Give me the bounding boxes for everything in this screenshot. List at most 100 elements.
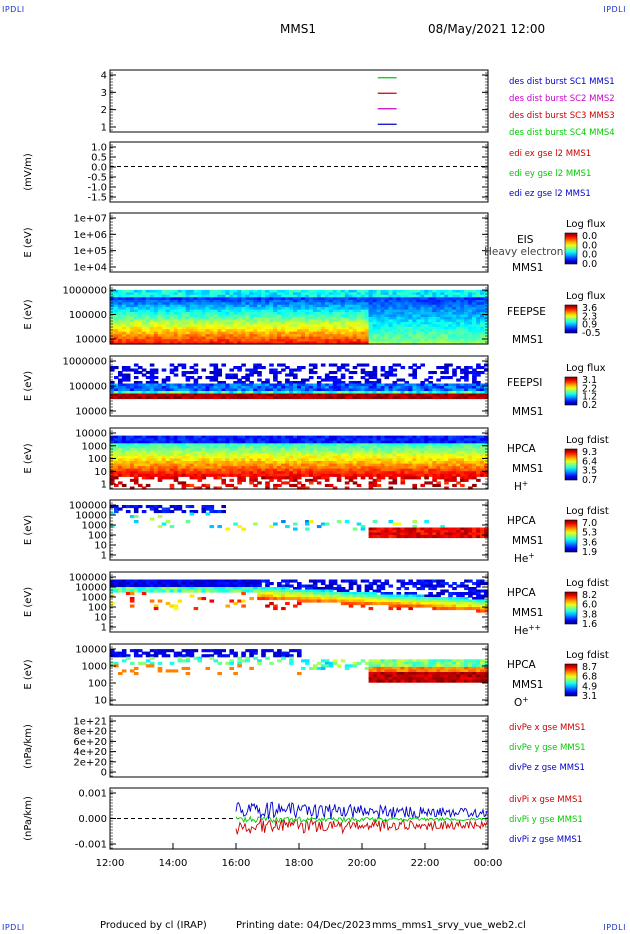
edi-e-ytick-label: -1.0 bbox=[87, 183, 107, 194]
des-dist-frame bbox=[109, 69, 489, 133]
hpca-he-ylabel: E (eV) bbox=[23, 515, 34, 545]
hpca-he-spectrum bbox=[110, 505, 489, 539]
hpca-o-colorbar-tick: 8.7 bbox=[582, 662, 597, 673]
hpca-hepp-colorbar-tick: 1.6 bbox=[582, 619, 597, 630]
des-dist-legend-entry: des dist burst SC4 MMS4 bbox=[509, 128, 615, 138]
feeps-i-ytick-label: 1000000 bbox=[62, 357, 107, 368]
hpca-hepp-ytick-label: 10000 bbox=[75, 583, 107, 594]
edi-e-ylabel: (mV/m) bbox=[23, 153, 34, 191]
hpca-hepp-charge: ++ bbox=[528, 623, 541, 632]
corner-label-top-right: IPDLI bbox=[603, 5, 626, 14]
hpca-o-ytick-label: 10000 bbox=[75, 645, 107, 656]
divpi-legend-entry: divPi y gse MMS1 bbox=[509, 815, 583, 825]
hpca-o-charge: + bbox=[522, 695, 528, 704]
edi-e-legend-entry: edi ex gse l2 MMS1 bbox=[509, 149, 591, 159]
hpca-hepp-ylabel: E (eV) bbox=[23, 587, 34, 617]
hpca-he-instrument-name: HPCA bbox=[507, 515, 537, 527]
x-tick-label: 18:00 bbox=[285, 858, 314, 869]
panel-edi-e: 1.00.50.0-0.5-1.0-1.5 (mV/m) edi ex gse l2… bbox=[23, 141, 591, 204]
hpca-hepp-colorbar-tick: 6.0 bbox=[582, 600, 597, 611]
hpca-h-colorbar-title: Log fdist bbox=[566, 435, 609, 446]
hpca-o-ytick-label: 10 bbox=[94, 696, 107, 707]
eis-colorbar-title: Log flux bbox=[566, 219, 606, 230]
hpca-he-ytick-label: 100000 bbox=[69, 501, 107, 512]
eis-ytick-label: 1e+07 bbox=[73, 214, 107, 225]
edi-e-ytick-label: 1.0 bbox=[91, 143, 107, 154]
feeps-e-colorbar bbox=[564, 304, 578, 334]
eis-ytick-label: 1e+04 bbox=[73, 263, 107, 274]
hpca-hepp-instrument-name: HPCA bbox=[507, 587, 537, 599]
hpca-he-ytick-label: 10 bbox=[94, 541, 107, 552]
divpi-legend-entry: divPi z gse MMS1 bbox=[509, 835, 582, 845]
eis-colorbar-tick: 0.0 bbox=[582, 259, 597, 270]
des-dist-ytick-label: 3 bbox=[101, 88, 107, 99]
hpca-o-ytick-label: 1000 bbox=[82, 662, 107, 673]
hpca-he-charge: + bbox=[528, 551, 534, 560]
spacecraft-title: MMS1 bbox=[280, 22, 316, 36]
panel-hpca-o: 10000 1000 100 10 E (eV) HPCA MMS1 O+ Log fdist8… bbox=[23, 643, 609, 709]
divpi-series-line bbox=[235, 801, 488, 820]
panel-feeps-e: 1000000 100000 10000 E (eV) FEEPSE MMS1 Log fl… bbox=[23, 284, 606, 346]
eis-colorbar bbox=[564, 232, 578, 265]
divpe-ytick-label: 0 bbox=[101, 768, 107, 779]
hpca-he-ytick-label: 10000 bbox=[75, 511, 107, 522]
divpi-ylabel: (nPa/km) bbox=[23, 796, 34, 841]
feeps-i-instrument-name: FEEPSI bbox=[507, 377, 542, 389]
feeps-i-colorbar-tick: 3.1 bbox=[582, 375, 597, 386]
hpca-hepp-instrument-sc: MMS1 bbox=[512, 607, 543, 619]
hpca-h-ytick-label: 100 bbox=[88, 454, 107, 465]
eis-overlay-text: Heavy electron to bbox=[484, 246, 577, 258]
divpe-ytick-label: 8e+20 bbox=[73, 727, 107, 738]
feeps-i-colorbar-tick: 1.2 bbox=[582, 392, 597, 403]
eis-instrument-name: EIS bbox=[517, 234, 534, 246]
hpca-o-species: O+ bbox=[514, 695, 529, 709]
x-tick-label: 20:00 bbox=[348, 858, 377, 869]
hpca-hepp-ytick-label: 100 bbox=[88, 603, 107, 614]
divpi-legend-entry: divPi x gse MMS1 bbox=[509, 795, 583, 805]
divpe-ytick-label: 1e+21 bbox=[73, 717, 107, 728]
eis-colorbar-tick: 0.0 bbox=[582, 250, 597, 261]
feeps-e-spectrum bbox=[110, 289, 489, 345]
feeps-e-colorbar-tick: 2.3 bbox=[582, 311, 597, 322]
hpca-h-colorbar-tick: 3.5 bbox=[582, 466, 597, 477]
hpca-h-instrument-name: HPCA bbox=[507, 443, 537, 455]
hpca-he-colorbar-tick: 7.0 bbox=[582, 518, 597, 529]
x-tick-label: 14:00 bbox=[159, 858, 188, 869]
hpca-h-ylabel: E (eV) bbox=[23, 443, 34, 473]
hpca-he-instrument-sc: MMS1 bbox=[512, 535, 543, 547]
hpca-o-instrument-name: HPCA bbox=[507, 659, 537, 671]
hpca-he-species: He+ bbox=[514, 551, 535, 565]
hpca-o-spectrum bbox=[110, 649, 489, 683]
edi-e-legend-entry: edi ey gse l2 MMS1 bbox=[509, 169, 591, 179]
hpca-he-ytick-label: 1 bbox=[101, 551, 107, 562]
feeps-i-ytick-label: 10000 bbox=[75, 407, 107, 418]
x-tick-label: 22:00 bbox=[411, 858, 440, 869]
hpca-hepp-ytick-label: 10 bbox=[94, 613, 107, 624]
hpca-hepp-colorbar-title: Log fdist bbox=[566, 578, 609, 589]
edi-e-legend-entry: edi ez gse l2 MMS1 bbox=[509, 189, 591, 199]
hpca-o-colorbar-title: Log fdist bbox=[566, 650, 609, 661]
edi-e-ytick-label: 0.0 bbox=[91, 163, 107, 174]
hpca-he-colorbar-tick: 5.3 bbox=[582, 528, 597, 539]
feeps-i-ytick-label: 100000 bbox=[69, 382, 107, 393]
eis-instrument-sc: MMS1 bbox=[512, 262, 543, 274]
edi-e-ytick-label: 0.5 bbox=[91, 153, 107, 164]
des-dist-ytick-label: 4 bbox=[101, 71, 107, 82]
x-tick-label: 12:00 bbox=[96, 858, 125, 869]
eis-ytick-label: 1e+06 bbox=[73, 230, 107, 241]
feeps-e-colorbar-tick: 3.6 bbox=[582, 303, 597, 314]
hpca-h-species: H+ bbox=[514, 479, 528, 493]
feeps-e-ylabel: E (eV) bbox=[23, 299, 34, 329]
hpca-hepp-species: He++ bbox=[514, 623, 541, 637]
divpi-series-line bbox=[235, 817, 488, 835]
hpca-h-spectrum bbox=[110, 435, 489, 490]
divpe-ytick-label: 6e+20 bbox=[73, 737, 107, 748]
corner-label-bottom-left: IPDLI bbox=[2, 923, 25, 932]
feeps-i-colorbar-title: Log flux bbox=[566, 363, 606, 374]
feeps-e-ytick-label: 100000 bbox=[69, 310, 107, 321]
corner-label-bottom-right: IPDLI bbox=[603, 923, 626, 932]
divpi-ytick-label: -0.001 bbox=[75, 840, 107, 851]
